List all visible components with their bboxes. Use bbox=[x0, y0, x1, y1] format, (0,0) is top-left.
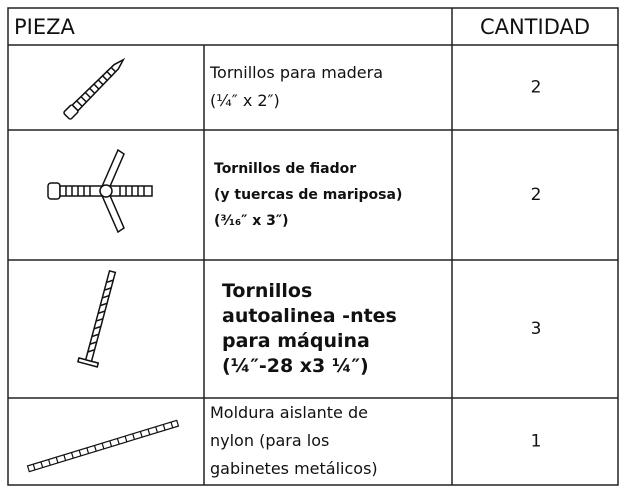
table-border bbox=[7, 7, 619, 486]
description-line: para máquina bbox=[222, 330, 370, 352]
description-line: Tornillos para madera bbox=[209, 63, 383, 82]
nylon-strip-icon bbox=[26, 419, 180, 473]
description-line: gabinetes metálicos) bbox=[210, 459, 378, 478]
header-cell: CANTIDAD bbox=[480, 15, 590, 39]
quantity-cell: 2 bbox=[531, 78, 542, 98]
table-lines bbox=[7, 7, 619, 486]
description-line: (y tuercas de mariposa) bbox=[214, 187, 402, 203]
description-line: Tornillos bbox=[222, 280, 312, 302]
description-line: nylon (para los bbox=[210, 431, 329, 450]
header-cell: PIEZA bbox=[14, 15, 76, 39]
quantity-cell: 1 bbox=[531, 432, 542, 452]
description-line: (¼″ x 2″) bbox=[210, 91, 280, 110]
description-line: autoalinea -ntes bbox=[222, 305, 397, 327]
wood-screw-icon bbox=[63, 57, 126, 120]
toggle-bolt-icon bbox=[47, 148, 153, 234]
machine-screw-icon bbox=[76, 269, 117, 368]
quantity-cell: 3 bbox=[531, 319, 542, 339]
quantity-cell: 2 bbox=[531, 185, 542, 205]
description-line: (¼″-28 x3 ¼″) bbox=[222, 355, 369, 377]
description-line: Moldura aislante de bbox=[210, 403, 368, 422]
description-line: (³⁄₁₆″ x 3″) bbox=[214, 213, 289, 229]
description-line: Tornillos de fiador bbox=[214, 161, 356, 177]
